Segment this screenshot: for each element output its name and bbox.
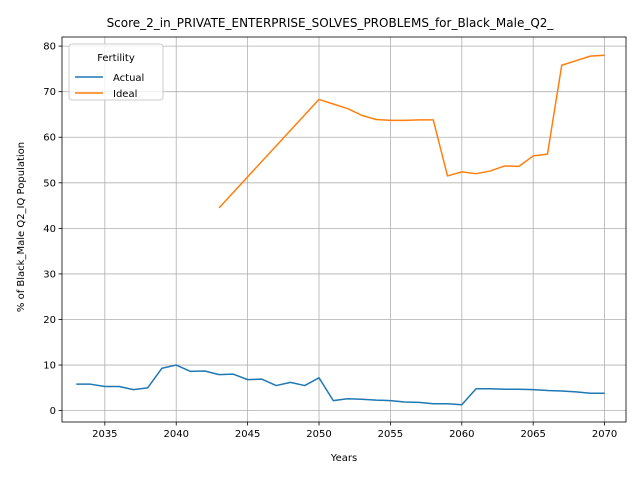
x-tick-label: 2055 — [378, 429, 403, 440]
x-tick-label: 2045 — [235, 429, 260, 440]
y-axis-label: % of Black_Male Q2_IQ Population — [16, 142, 27, 312]
x-tick-label: 2060 — [449, 429, 474, 440]
y-tick-label: 70 — [43, 87, 56, 98]
legend: Fertility Actual Ideal — [68, 43, 164, 101]
series-line-actual — [76, 364, 605, 406]
x-tick-label: 2065 — [520, 429, 545, 440]
legend-title: Fertility — [97, 53, 135, 64]
x-axis: 2035 2040 2045 2050 2055 2060 2065 2070 — [92, 422, 617, 440]
plot-frame — [61, 36, 627, 423]
x-tick-label: 2070 — [592, 429, 617, 440]
y-tick-label: 60 — [43, 133, 56, 144]
y-axis: 0 10 20 30 40 50 60 70 80 — [43, 42, 62, 417]
legend-label-actual: Actual — [113, 73, 144, 84]
y-tick-label: 10 — [43, 361, 56, 372]
y-tick-label: 20 — [43, 315, 56, 326]
series-layer — [76, 54, 605, 406]
series-line-ideal — [218, 54, 605, 209]
y-tick-label: 40 — [43, 224, 56, 235]
x-tick-label: 2035 — [92, 429, 117, 440]
x-tick-label: 2040 — [164, 429, 189, 440]
chart-title: Score_2_in_PRIVATE_ENTERPRISE_SOLVES_PRO… — [107, 16, 555, 30]
legend-box — [68, 43, 164, 101]
x-axis-label: Years — [330, 453, 357, 464]
y-tick-label: 50 — [43, 178, 56, 189]
y-tick-label: 0 — [50, 406, 56, 417]
grid — [62, 37, 626, 422]
x-tick-label: 2050 — [306, 429, 331, 440]
y-tick-label: 30 — [43, 269, 56, 280]
y-tick-label: 80 — [43, 42, 56, 53]
legend-label-ideal: Ideal — [113, 89, 137, 100]
